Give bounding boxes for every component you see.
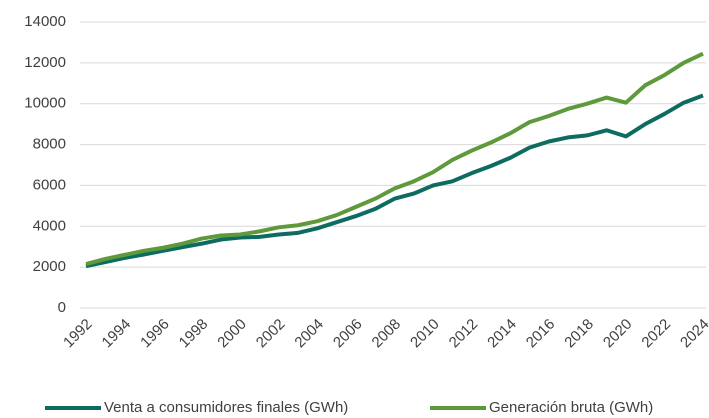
y-tick-label: 6000 <box>33 176 66 193</box>
x-tick-label: 1998 <box>176 316 212 352</box>
series-line <box>85 51 704 267</box>
legend-label: Venta a consumidores finales (GWh) <box>104 399 348 416</box>
y-tick-label: 2000 <box>33 258 66 275</box>
x-tick-label: 2006 <box>330 316 366 352</box>
x-tick-label: 2010 <box>407 316 443 352</box>
x-tick-label: 2014 <box>484 316 520 352</box>
x-tick-label: 1994 <box>99 316 135 352</box>
x-tick-label: 1996 <box>137 316 173 352</box>
y-tick-label: 8000 <box>33 136 66 153</box>
x-tick-label: 2000 <box>214 316 250 352</box>
y-tick-label: 4000 <box>33 217 66 234</box>
legend-label: Generación bruta (GWh) <box>489 399 653 416</box>
x-tick-label: 2002 <box>253 316 289 352</box>
x-tick-label: 1992 <box>60 316 96 352</box>
x-tick-label: 2008 <box>369 316 405 352</box>
x-tick-label: 2022 <box>638 316 674 352</box>
y-tick-label: 10000 <box>24 95 66 112</box>
x-tick-label: 2024 <box>677 316 709 352</box>
y-tick-label: 0 <box>58 299 66 316</box>
x-tick-label: 2004 <box>291 316 327 352</box>
x-tick-label: 2012 <box>446 316 482 352</box>
y-tick-label: 14000 <box>24 13 66 30</box>
y-tick-label: 12000 <box>24 54 66 71</box>
x-tick-label: 2020 <box>600 316 636 352</box>
series-line <box>85 93 704 269</box>
x-tick-label: 2016 <box>523 316 559 352</box>
x-tick-label: 2018 <box>561 316 597 352</box>
